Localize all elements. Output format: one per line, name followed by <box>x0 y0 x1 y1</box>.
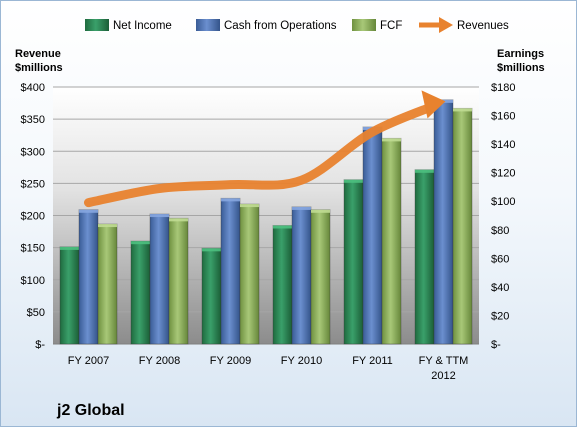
left-axis-title-line1: Revenue <box>15 48 61 60</box>
bar-net-income-top <box>202 248 221 251</box>
bar-net-income <box>202 248 221 344</box>
x-axis-labels: FY 2007 FY 2008 FY 2009 FY 2010 FY 2011 FY & … <box>68 355 469 382</box>
legend: Net Income Cash from Operations FCF Reve… <box>85 17 509 33</box>
right-tick-label: $60 <box>491 253 509 265</box>
bar-cash-from-operations-top <box>221 198 240 201</box>
bar-cash-from-operations <box>292 207 311 344</box>
bar-cash-from-operations-top <box>150 214 169 217</box>
legend-swatch-net-income <box>85 19 109 31</box>
bar-fcf <box>382 138 401 344</box>
bar-net-income <box>415 170 434 344</box>
bar-net-income-top <box>344 180 363 183</box>
right-tick-label: $180 <box>491 82 515 94</box>
bar-fcf-top <box>311 210 330 213</box>
bar-fcf-top <box>98 224 117 227</box>
right-axis-ticks: $- $20 $40 $60 $80 $100 $120 $140 $160 $180 <box>491 82 515 351</box>
left-tick-label: $350 <box>21 114 45 126</box>
bar-net-income <box>60 247 79 344</box>
legend-swatch-cash-from-operations <box>196 19 220 31</box>
right-tick-label: $160 <box>491 111 515 123</box>
bar-net-income-top <box>131 241 150 244</box>
right-axis-title-line1: Earnings <box>497 48 544 60</box>
bar-cash-from-operations-top <box>292 207 311 210</box>
bar-cash-from-operations <box>79 210 98 344</box>
bar-net-income <box>131 241 150 344</box>
right-tick-label: $80 <box>491 225 509 237</box>
bar-fcf-top <box>240 204 259 207</box>
bar-cash-from-operations <box>150 214 169 344</box>
left-tick-label: $50 <box>27 307 45 319</box>
x-tick-label: FY & TTM <box>419 355 469 367</box>
bar-cash-from-operations <box>221 198 240 344</box>
legend-label-cash-from-operations: Cash from Operations <box>224 20 337 32</box>
bar-cash-from-operations-top <box>79 210 98 213</box>
right-tick-label: $40 <box>491 282 509 294</box>
bar-net-income-top <box>273 225 292 228</box>
bar-fcf <box>169 218 188 344</box>
right-axis-title-line2: $millions <box>497 62 545 74</box>
left-tick-label: $250 <box>21 178 45 190</box>
bar-net-income <box>273 225 292 344</box>
x-tick-label: FY 2007 <box>68 355 109 367</box>
right-tick-label: $140 <box>491 139 515 151</box>
legend-label-net-income: Net Income <box>113 20 172 32</box>
bar-net-income-top <box>415 170 434 173</box>
bar-fcf-top <box>382 138 401 141</box>
left-axis-ticks: $- $50 $100 $150 $200 $250 $300 $350 $400 <box>21 82 46 351</box>
legend-label-fcf: FCF <box>380 20 402 32</box>
legend-label-revenues: Revenues <box>457 20 509 32</box>
x-tick-label-line2: 2012 <box>431 370 455 382</box>
x-tick-label: FY 2010 <box>281 355 322 367</box>
x-tick-label: FY 2008 <box>139 355 180 367</box>
bar-fcf <box>311 210 330 344</box>
left-tick-label: $300 <box>21 146 45 158</box>
bar-net-income <box>344 180 363 344</box>
bar-fcf-top <box>169 218 188 221</box>
left-tick-label: $- <box>35 339 45 351</box>
legend-arrowhead-icon <box>439 17 453 33</box>
left-tick-label: $100 <box>21 275 45 287</box>
bar-fcf <box>98 224 117 344</box>
bar-fcf-top <box>453 108 472 111</box>
legend-swatch-fcf <box>352 19 376 31</box>
chart-title: j2 Global <box>56 402 125 419</box>
left-tick-label: $150 <box>21 243 45 255</box>
x-tick-label: FY 2011 <box>352 355 393 367</box>
bar-cash-from-operations <box>434 100 453 344</box>
right-tick-label: $- <box>491 339 501 351</box>
right-tick-label: $100 <box>491 196 515 208</box>
x-tick-label: FY 2009 <box>210 355 251 367</box>
left-tick-label: $200 <box>21 211 45 223</box>
bar-net-income-top <box>60 247 79 250</box>
left-axis-title-line2: $millions <box>15 62 63 74</box>
bar-fcf <box>453 108 472 344</box>
right-tick-label: $120 <box>491 168 515 180</box>
left-tick-label: $400 <box>21 82 45 94</box>
bar-fcf <box>240 204 259 344</box>
right-tick-label: $20 <box>491 310 509 322</box>
bar-cash-from-operations <box>363 127 382 344</box>
